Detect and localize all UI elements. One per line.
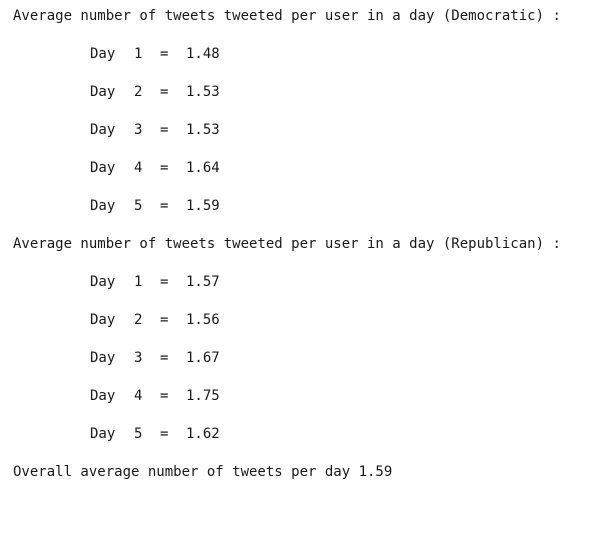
- republican-day-row: Day 1 = 1.57: [90, 273, 220, 291]
- day-number: 5: [134, 198, 143, 214]
- day-value: 1.53: [186, 84, 220, 100]
- day-label: Day: [90, 388, 116, 404]
- day-label: Day: [90, 84, 116, 100]
- day-label: Day: [90, 426, 116, 442]
- day-label: Day: [90, 350, 116, 366]
- day-number: 2: [134, 84, 143, 100]
- day-number: 4: [134, 388, 143, 404]
- democratic-day-row: Day 5 = 1.59: [90, 197, 220, 215]
- day-value: 1.64: [186, 160, 220, 176]
- republican-day-row: Day 3 = 1.67: [90, 349, 220, 367]
- day-number: 5: [134, 426, 143, 442]
- equals-sign: =: [160, 84, 169, 100]
- democratic-day-row: Day 1 = 1.48: [90, 45, 220, 63]
- equals-sign: =: [160, 46, 169, 62]
- console-output: Average number of tweets tweeted per use…: [13, 8, 561, 480]
- day-label: Day: [90, 122, 116, 138]
- day-label: Day: [90, 312, 116, 328]
- equals-sign: =: [160, 198, 169, 214]
- day-value: 1.57: [186, 274, 220, 290]
- equals-sign: =: [160, 312, 169, 328]
- day-value: 1.62: [186, 426, 220, 442]
- day-value: 1.48: [186, 46, 220, 62]
- day-number: 2: [134, 312, 143, 328]
- equals-sign: =: [160, 274, 169, 290]
- republican-heading: Average number of tweets tweeted per use…: [13, 236, 561, 252]
- equals-sign: =: [160, 426, 169, 442]
- day-value: 1.67: [186, 350, 220, 366]
- overall-average-line: Overall average number of tweets per day…: [13, 464, 393, 480]
- republican-day-row: Day 5 = 1.62: [90, 425, 220, 443]
- democratic-day-row: Day 4 = 1.64: [90, 159, 220, 177]
- equals-sign: =: [160, 388, 169, 404]
- day-label: Day: [90, 160, 116, 176]
- democratic-day-row: Day 3 = 1.53: [90, 121, 220, 139]
- equals-sign: =: [160, 350, 169, 366]
- republican-day-row: Day 4 = 1.75: [90, 387, 220, 405]
- democratic-heading: Average number of tweets tweeted per use…: [13, 8, 561, 24]
- day-value: 1.75: [186, 388, 220, 404]
- day-value: 1.59: [186, 198, 220, 214]
- democratic-day-row: Day 2 = 1.53: [90, 83, 220, 101]
- day-value: 1.56: [186, 312, 220, 328]
- day-number: 4: [134, 160, 143, 176]
- day-number: 1: [134, 46, 143, 62]
- day-label: Day: [90, 46, 116, 62]
- equals-sign: =: [160, 122, 169, 138]
- republican-day-row: Day 2 = 1.56: [90, 311, 220, 329]
- day-label: Day: [90, 198, 116, 214]
- day-value: 1.53: [186, 122, 220, 138]
- equals-sign: =: [160, 160, 169, 176]
- day-number: 3: [134, 122, 143, 138]
- day-number: 3: [134, 350, 143, 366]
- day-label: Day: [90, 274, 116, 290]
- day-number: 1: [134, 274, 143, 290]
